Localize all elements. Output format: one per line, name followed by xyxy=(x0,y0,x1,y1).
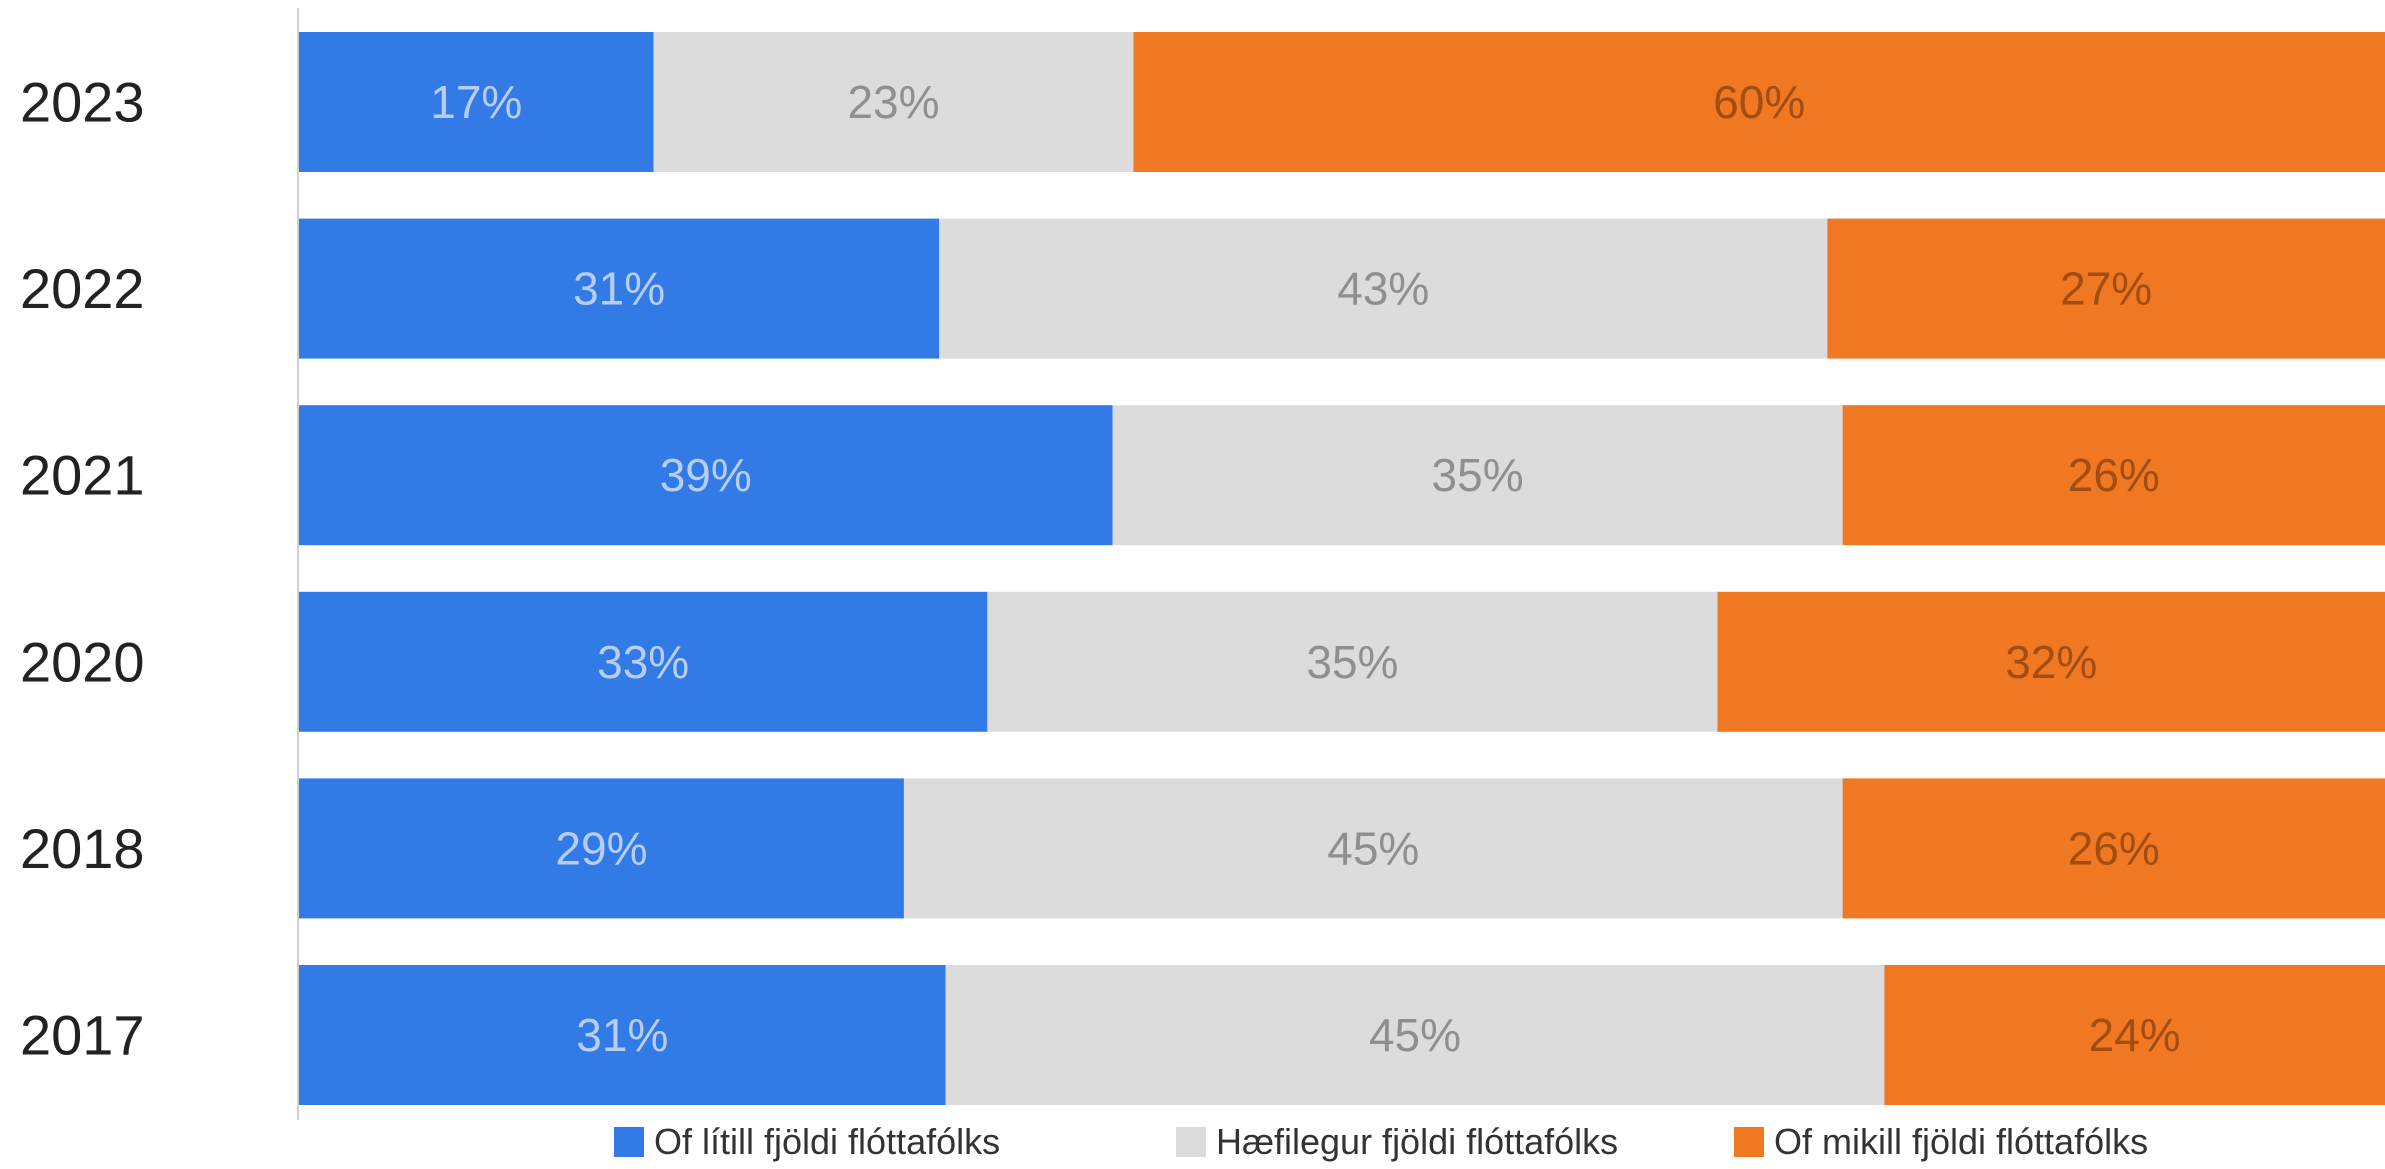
bar-2022-series-1 xyxy=(299,218,940,359)
legend-item-1: Of lítill fjöldi flóttafólks xyxy=(614,1120,1000,1164)
data-label-2023-series-3: 60% xyxy=(1713,76,1805,128)
data-label-2020-series-1: 33% xyxy=(597,636,689,688)
data-label-2022-series-2: 43% xyxy=(1337,263,1429,315)
bar-2022-series-2 xyxy=(939,218,1828,359)
bar-2017-series-3 xyxy=(1884,965,2385,1105)
bar-2020-series-3 xyxy=(1717,591,2385,732)
bar-2021-series-3 xyxy=(1842,405,2385,546)
data-label-2023-series-1: 17% xyxy=(430,76,522,128)
bar-2018-series-1 xyxy=(299,778,904,919)
stacked-bar-chart: 17% 23% 60% 31% 43% 27% 39% 35% 26% 33% 35% 32% 29% 4… xyxy=(20,8,2385,1120)
y-axis-labels: 2023 2022 2021 2020 2018 2017 xyxy=(20,71,145,1067)
legend-swatch-2 xyxy=(1176,1127,1206,1157)
legend-swatch-1 xyxy=(614,1127,644,1157)
data-label-2021-series-3: 26% xyxy=(2068,449,2160,501)
bar-2017-series-2 xyxy=(945,965,1885,1105)
data-label-2020-series-3: 32% xyxy=(2005,636,2097,688)
data-label-2021-series-2: 35% xyxy=(1432,449,1524,501)
legend-swatch-3 xyxy=(1734,1127,1764,1157)
bar-2020-series-1 xyxy=(299,591,988,732)
data-label-2017-series-2: 45% xyxy=(1369,1009,1461,1061)
legend-label-2: Hæfilegur fjöldi flóttafólks xyxy=(1216,1121,1619,1162)
y-tick-label-2018: 2018 xyxy=(20,817,145,880)
bar-2023-series-2 xyxy=(653,32,1134,172)
legend-item-2: Hæfilegur fjöldi flóttafólks xyxy=(1176,1120,1618,1164)
bar-2017-series-1 xyxy=(299,965,946,1105)
y-tick-label-2022: 2022 xyxy=(20,257,145,320)
data-label-2022-series-1: 31% xyxy=(573,263,665,315)
data-label-2018-series-1: 29% xyxy=(555,822,647,874)
data-label-2022-series-3: 27% xyxy=(2060,263,2152,315)
y-tick-label-2023: 2023 xyxy=(20,71,145,134)
bar-2022-series-3 xyxy=(1827,218,2385,359)
bar-2023-series-3 xyxy=(1133,32,2385,172)
legend-label-1: Of lítill fjöldi flóttafólks xyxy=(654,1121,1001,1162)
data-label-2017-series-3: 24% xyxy=(2089,1009,2181,1061)
bars-group: 17% 23% 60% 31% 43% 27% 39% 35% 26% 33% 35% 32% 29% 4… xyxy=(299,32,2385,1105)
legend-item-3: Of mikill fjöldi flóttafólks xyxy=(1734,1120,2148,1164)
y-tick-label-2017: 2017 xyxy=(20,1004,145,1067)
bar-2020-series-2 xyxy=(987,591,1718,732)
bar-2018-series-3 xyxy=(1842,778,2385,919)
data-label-2020-series-2: 35% xyxy=(1306,636,1398,688)
bar-2018-series-2 xyxy=(903,778,1843,919)
bar-2023-series-1 xyxy=(299,32,654,172)
y-tick-label-2020: 2020 xyxy=(20,630,145,693)
bar-2021-series-2 xyxy=(1112,405,1843,546)
chart-legend: Of lítill fjöldi flóttafólks Hæfilegur fj… xyxy=(0,1120,2385,1164)
data-label-2023-series-2: 23% xyxy=(847,76,939,128)
data-label-2018-series-3: 26% xyxy=(2068,822,2160,874)
data-label-2017-series-1: 31% xyxy=(576,1009,668,1061)
bar-2021-series-1 xyxy=(299,405,1113,546)
data-label-2021-series-1: 39% xyxy=(660,449,752,501)
legend-label-3: Of mikill fjöldi flóttafólks xyxy=(1774,1121,2149,1162)
y-tick-label-2021: 2021 xyxy=(20,444,145,507)
data-label-2018-series-2: 45% xyxy=(1327,822,1419,874)
